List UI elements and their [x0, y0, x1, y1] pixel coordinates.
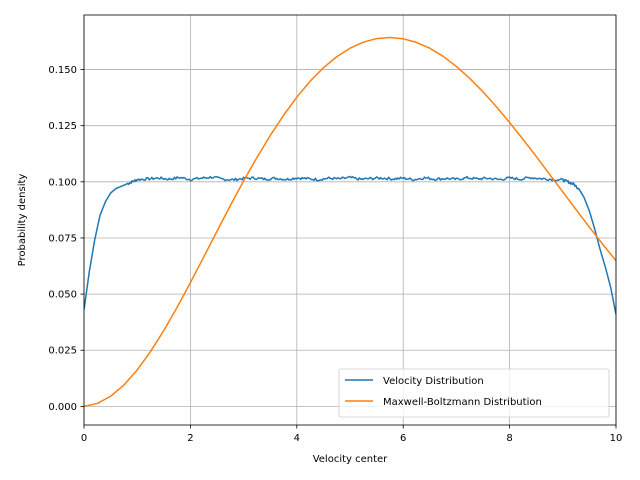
x-axis: 0 2 4 6 8 10	[81, 425, 623, 444]
y-tick-label: 0.050	[48, 290, 77, 301]
legend-label-velocity-distribution: Velocity Distribution	[383, 376, 484, 387]
y-tick-label: 0.125	[48, 121, 77, 132]
legend: Velocity Distribution Maxwell-Boltzmann …	[338, 368, 610, 418]
y-tick-label: 0.000	[48, 402, 77, 413]
x-axis-label: Velocity center	[313, 454, 388, 465]
axes-frame	[83, 14, 617, 426]
plot-area	[84, 36, 616, 408]
x-tick-label: 2	[187, 433, 193, 444]
y-axis-label: Probability density	[17, 174, 28, 267]
legend-label-maxwell-boltzmann: Maxwell-Boltzmann Distribution	[383, 397, 542, 408]
y-axis: 0.000 0.025 0.050 0.075 0.100 0.125 0.150	[48, 65, 84, 413]
series-line-velocity-distribution	[84, 175, 616, 315]
y-tick-label: 0.075	[48, 233, 77, 244]
grid	[83, 15, 617, 425]
y-tick-label: 0.025	[48, 346, 77, 357]
series-line-maxwell-boltzmann	[84, 36, 616, 408]
x-tick-label: 0	[81, 433, 87, 444]
x-tick-label: 10	[610, 433, 623, 444]
legend-box	[338, 368, 610, 418]
y-tick-label: 0.150	[48, 65, 77, 76]
x-tick-label: 8	[506, 433, 512, 444]
x-tick-label: 6	[400, 433, 406, 444]
y-tick-label: 0.100	[48, 177, 77, 188]
x-tick-label: 4	[294, 433, 300, 444]
